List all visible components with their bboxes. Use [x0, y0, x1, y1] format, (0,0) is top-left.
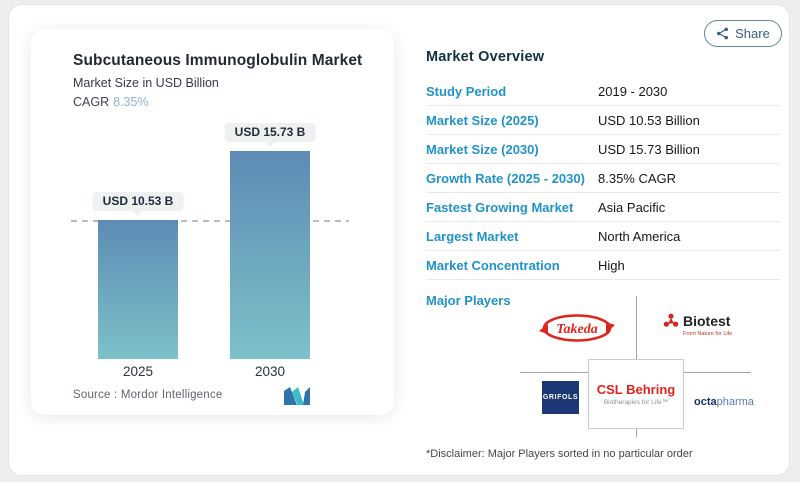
bar-2025: USD 10.53 B: [92, 192, 184, 359]
x-axis-label-2030: 2030: [254, 364, 286, 379]
biotest-logo: Biotest From Nature for Life: [663, 313, 732, 337]
row-label: Study Period: [426, 83, 507, 99]
row-value: 8.35% CAGR: [598, 170, 677, 186]
table-row: Market Concentration High: [426, 251, 780, 280]
overview-table: Study Period 2019 - 2030 Market Size (20…: [426, 77, 780, 280]
row-value: Asia Pacific: [598, 199, 666, 215]
table-row: Market Size (2025) USD 10.53 Billion: [426, 106, 780, 135]
chart-subtitle: Market Size in USD Billion: [73, 76, 219, 90]
mordor-intelligence-logo-icon: [284, 387, 310, 405]
table-row: Growth Rate (2025 - 2030) 8.35% CAGR: [426, 164, 780, 193]
chart-title: Subcutaneous Immunoglobulin Market: [73, 52, 363, 69]
share-icon: [717, 27, 729, 40]
csl-behring-logo-text: CSL Behring: [596, 382, 676, 397]
grifols-logo: GRIFOLS: [542, 381, 579, 414]
bar-2025-rect: [98, 220, 178, 359]
bar-2030-value-label: USD 15.73 B: [224, 123, 316, 142]
row-value: USD 10.53 Billion: [598, 112, 700, 128]
csl-behring-logo-box: CSL Behring Biotherapies for Life™: [588, 359, 684, 429]
row-label: Growth Rate (2025 - 2030): [426, 170, 585, 186]
table-row: Fastest Growing Market Asia Pacific: [426, 193, 780, 222]
overview-heading: Market Overview: [426, 49, 545, 65]
x-axis-label-2025: 2025: [122, 364, 154, 379]
table-row: Study Period 2019 - 2030: [426, 77, 780, 106]
takeda-logo-text: Takeda: [556, 322, 597, 337]
row-value: High: [598, 257, 625, 273]
row-label: Fastest Growing Market: [426, 199, 574, 215]
bar-chart: USD 10.53 B USD 15.73 B 2025 2030: [31, 29, 394, 415]
takeda-logo: Takeda: [539, 314, 615, 342]
bar-2030-rect: [230, 151, 310, 359]
row-label: Market Size (2030): [426, 141, 539, 157]
octapharma-logo: octapharma: [694, 396, 754, 408]
cagr-value: 8.35%: [113, 95, 149, 109]
row-label: Market Concentration: [426, 257, 560, 273]
biotest-logo-text: Biotest: [683, 313, 731, 329]
main-card: Subcutaneous Immunoglobulin Market Marke…: [8, 4, 790, 476]
row-value: USD 15.73 Billion: [598, 141, 700, 157]
cagr-label: CAGR: [73, 95, 110, 109]
biotest-tagline: From Nature for Life: [683, 331, 733, 337]
bar-2025-value-label: USD 10.53 B: [92, 192, 184, 211]
major-players-label: Major Players: [426, 293, 511, 308]
chart-card: Subcutaneous Immunoglobulin Market Marke…: [31, 29, 394, 415]
chart-cagr: CAGR 8.35%: [73, 95, 149, 109]
octapharma-logo-text-bold: octa: [694, 396, 717, 408]
reference-dashed-line: [71, 220, 349, 222]
table-row: Largest Market North America: [426, 222, 780, 251]
row-label: Market Size (2025): [426, 112, 539, 128]
bar-2030: USD 15.73 B: [224, 123, 316, 359]
grifols-logo-text: GRIFOLS: [542, 394, 579, 401]
octapharma-logo-text-light: pharma: [716, 396, 754, 408]
row-value: North America: [598, 228, 681, 244]
share-button[interactable]: Share: [704, 20, 782, 47]
biotest-icon: [663, 313, 679, 327]
csl-behring-tagline: Biotherapies for Life™: [603, 399, 669, 406]
disclaimer-text: *Disclaimer: Major Players sorted in no …: [426, 448, 693, 460]
table-row: Market Size (2030) USD 15.73 Billion: [426, 135, 780, 164]
row-label: Largest Market: [426, 228, 519, 244]
source-attribution: Source : Mordor Intelligence: [73, 389, 223, 401]
row-value: 2019 - 2030: [598, 83, 668, 99]
share-button-label: Share: [735, 26, 770, 41]
